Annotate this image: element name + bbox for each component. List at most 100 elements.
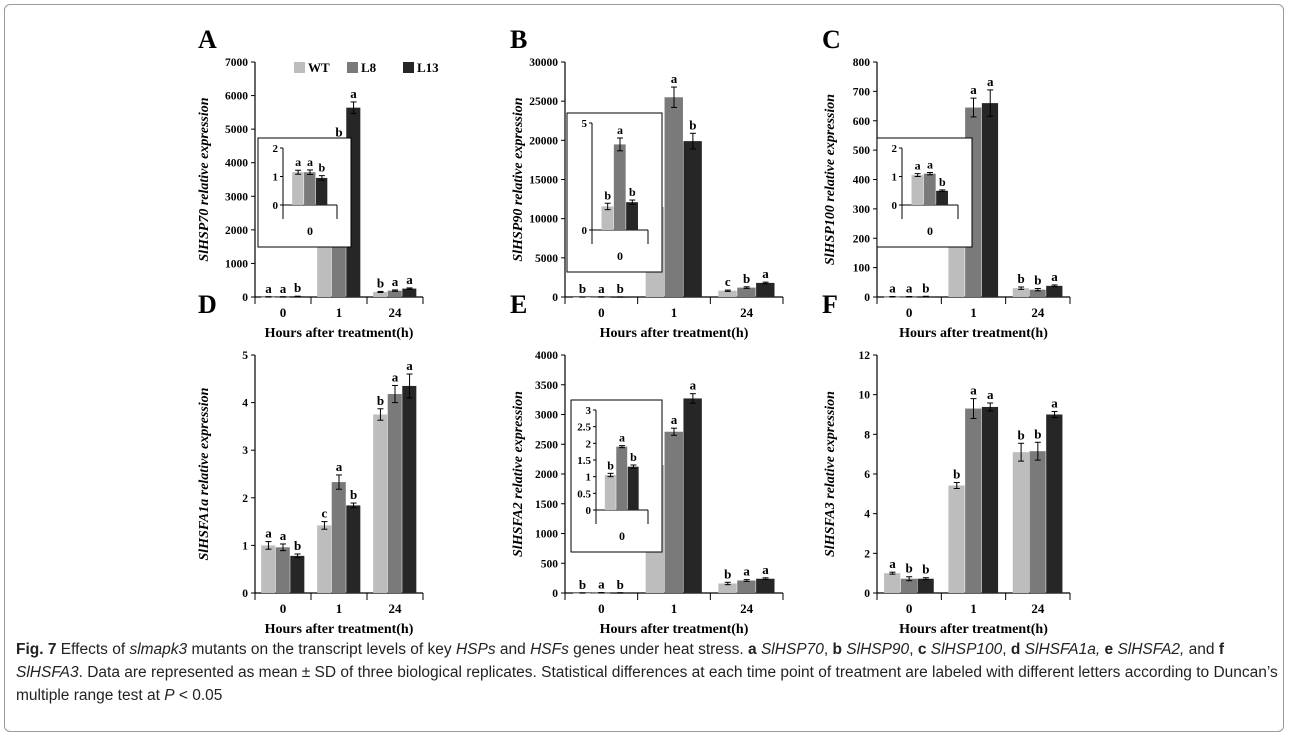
x-tick-label: 1 (970, 601, 977, 616)
y-tick-label: 6000 (225, 91, 248, 103)
caption-sep: , (823, 641, 833, 658)
significance-letter: b (1017, 271, 1024, 286)
y-tick-label: 15000 (529, 175, 558, 187)
inset-significance-letter: a (307, 155, 313, 169)
y-tick-label: 300 (853, 204, 871, 216)
inset-y-tick-label: 0 (273, 200, 279, 212)
x-tick-label: 24 (1031, 601, 1045, 616)
significance-letter: b (1017, 427, 1024, 442)
significance-letter: b (377, 393, 384, 408)
caption-panel-gene: SlHSFA3 (16, 664, 79, 681)
y-tick-label: 1000 (535, 529, 558, 541)
significance-letter: b (579, 577, 586, 592)
caption-panel-gene: SlHSP90 (846, 641, 910, 658)
inset-y-tick-label: 0.5 (577, 488, 591, 500)
y-tick-label: 600 (853, 116, 871, 128)
caption-panel-gene: SlHSP100 (930, 641, 1003, 658)
bar (917, 578, 934, 593)
caption-text: genes under heat stress. (568, 641, 749, 658)
significance-letter: a (889, 281, 896, 296)
inset-y-tick-label: 1 (892, 172, 898, 184)
y-tick-label: 20000 (529, 135, 558, 147)
significance-letter: b (617, 281, 624, 296)
y-axis-label: SlHSFA2 relative expression (511, 391, 526, 557)
y-tick-label: 1500 (535, 499, 558, 511)
significance-letter: a (280, 528, 287, 543)
significance-letter: a (671, 412, 678, 427)
significance-letter: b (906, 561, 913, 576)
bar (387, 290, 402, 297)
bar (948, 485, 965, 593)
bar (1029, 451, 1046, 593)
x-axis-label: Hours after treatment(h) (600, 326, 749, 341)
x-axis-label: Hours after treatment(h) (600, 622, 749, 636)
legend-swatch (347, 62, 358, 73)
chart-panel-d: D 0 1 2 3 4 5 0 1 24 Hours after treatment(h) SlHSF… (197, 290, 424, 636)
y-tick-label: 7000 (225, 57, 248, 69)
inset-significance-letter: b (629, 185, 636, 199)
bar (664, 431, 683, 593)
significance-letter: b (1034, 272, 1041, 287)
y-tick-label: 1 (242, 540, 248, 552)
y-tick-label: 500 (853, 145, 871, 157)
bar (275, 547, 290, 593)
y-tick-label: 2000 (225, 225, 248, 237)
inset-bar (292, 172, 304, 205)
chart-panel-a: A 0 1000 2000 3000 4000 5000 6000 7000 0 1 24 Hours … (197, 25, 424, 341)
y-tick-label: 4000 (225, 158, 248, 170)
x-tick-label: 1 (336, 601, 343, 616)
y-tick-label: 4 (242, 398, 248, 410)
bar (346, 505, 361, 593)
significance-letter: b (922, 280, 929, 295)
bar (1012, 288, 1029, 297)
inset-significance-letter: b (607, 458, 614, 472)
panel-letter: E (510, 290, 527, 319)
inset-y-tick-label: 2 (892, 143, 898, 155)
bar (317, 525, 332, 593)
inset-y-tick-label: 0 (582, 225, 588, 237)
inset-x-tick-label: 0 (307, 224, 313, 238)
bar (737, 287, 756, 297)
legend: WT L8 L13 (294, 60, 439, 75)
significance-letter: a (598, 577, 605, 592)
caption-text: . Data are represented as mean ± SD of t… (16, 664, 1278, 704)
bar (290, 555, 305, 593)
inset-significance-letter: b (319, 161, 326, 175)
inset-bar (315, 177, 328, 205)
inset-y-tick-label: 3 (586, 405, 592, 417)
y-axis-label: SlHSP70 relative expression (197, 97, 212, 261)
significance-letter: a (280, 281, 287, 296)
significance-letter: a (1051, 269, 1058, 284)
x-tick-label: 24 (389, 601, 403, 616)
bar (373, 291, 388, 297)
significance-letter: a (392, 369, 399, 384)
significance-letter: a (392, 274, 399, 289)
legend-label: WT (308, 60, 330, 75)
y-tick-label: 4 (864, 509, 870, 521)
inset-x-tick-label: 0 (927, 224, 933, 238)
x-axis-label: Hours after treatment(h) (265, 326, 414, 341)
bar (718, 583, 737, 593)
legend-swatch (403, 62, 414, 73)
bar (737, 580, 756, 593)
bar (1046, 285, 1063, 297)
caption-text: Effects of (56, 641, 130, 658)
caption-hsfs: HSFs (530, 641, 569, 658)
y-tick-label: 3500 (535, 380, 558, 392)
significance-letter: c (725, 274, 731, 289)
significance-letter: b (724, 566, 731, 581)
legend-swatch (294, 62, 305, 73)
y-tick-label: 3000 (225, 191, 248, 203)
inset-bar (626, 202, 638, 230)
panel-letter: D (198, 290, 217, 319)
inset-bar (627, 466, 639, 510)
caption-text: and (1184, 641, 1219, 658)
significance-letter: a (889, 556, 896, 571)
x-axis-label: Hours after treatment(h) (899, 326, 1048, 341)
inset-significance-letter: a (619, 431, 625, 445)
y-tick-label: 0 (242, 588, 248, 600)
caption-panel-letter: e (1104, 641, 1114, 658)
chart-panel-b: B 0 5000 10000 15000 20000 25000 30000 0 1 24 Hours… (510, 25, 784, 341)
bar (387, 394, 402, 593)
